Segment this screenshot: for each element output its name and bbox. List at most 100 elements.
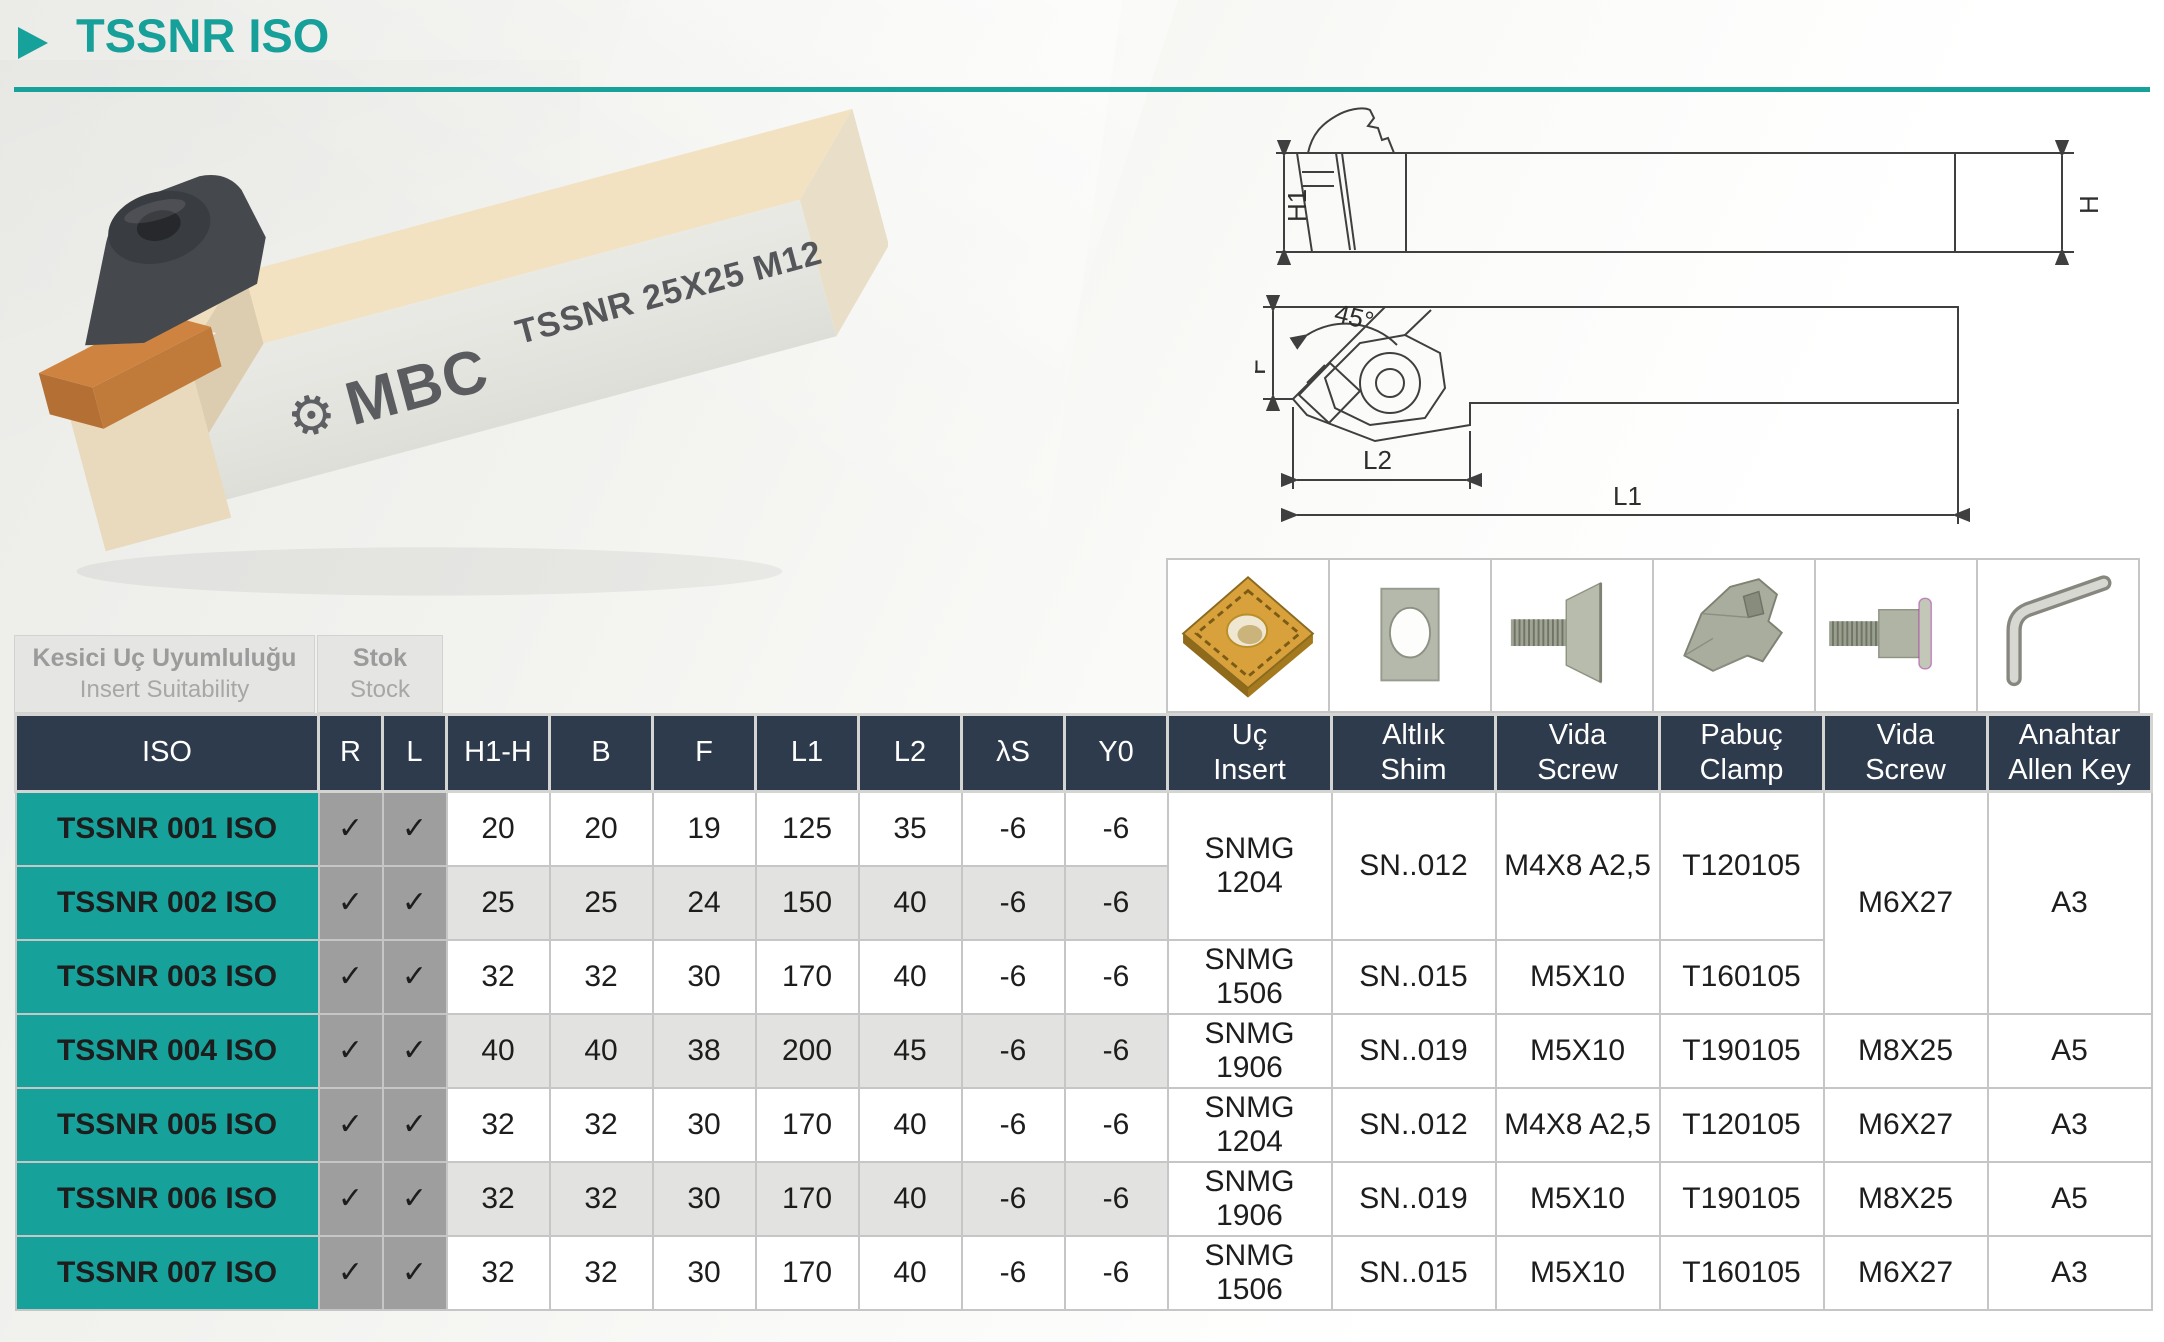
screw-photo xyxy=(1490,558,1654,713)
dim-label-l1: L1 xyxy=(1613,481,1642,511)
table-row: TSSNR 002 ISO ✓ ✓ 25 25 24 150 40 -6 -6 xyxy=(14,864,2152,941)
cell-iso: TSSNR 002 ISO xyxy=(14,864,320,941)
cell-b: 25 xyxy=(548,864,654,941)
cell-h1h: 20 xyxy=(445,790,551,867)
insert-suitability-line2: Insert Suitability xyxy=(79,675,250,703)
cell-screw2: M8X25 xyxy=(1822,1160,1989,1237)
cell-iso: TSSNR 007 ISO xyxy=(14,1234,320,1311)
cell-clamp: T120105 xyxy=(1658,790,1825,941)
check-icon: ✓ xyxy=(381,864,448,941)
cell-clamp: T190105 xyxy=(1658,1160,1825,1237)
table-row: TSSNR 006 ISO ✓ ✓ 32 32 30 170 40 -6 -6 … xyxy=(14,1160,2153,1237)
cell-screw1: M4X8 A2,5 xyxy=(1494,790,1661,941)
cell-l2: 40 xyxy=(857,1234,963,1311)
cell-h1h: 40 xyxy=(445,1012,551,1089)
cell-b: 32 xyxy=(548,1160,654,1237)
check-icon: ✓ xyxy=(381,1012,448,1089)
cell-key: A5 xyxy=(1986,1012,2153,1089)
cell-clamp: T160105 xyxy=(1658,938,1825,1015)
check-icon: ✓ xyxy=(317,1012,384,1089)
cell-l2: 40 xyxy=(857,864,963,941)
cell-b: 32 xyxy=(548,1234,654,1311)
cell-y0: -6 xyxy=(1063,864,1169,941)
col-b: B xyxy=(548,713,654,793)
cell-l1: 170 xyxy=(754,1160,860,1237)
cell-ls: -6 xyxy=(960,1086,1066,1163)
col-l2: L2 xyxy=(857,713,963,793)
allen-key-photo xyxy=(1976,558,2140,713)
stock-line1: Stok xyxy=(352,644,408,673)
col-f: F xyxy=(651,713,757,793)
cell-screw2: M6X27 xyxy=(1822,1086,1989,1163)
cell-l1: 125 xyxy=(754,790,860,867)
dim-label-h1: H1 xyxy=(1282,189,1312,222)
shank-top-face xyxy=(136,108,853,378)
cell-b: 40 xyxy=(548,1012,654,1089)
cell-iso: TSSNR 001 ISO xyxy=(14,790,320,867)
check-icon: ✓ xyxy=(317,1086,384,1163)
cell-screw1: M4X8 A2,5 xyxy=(1494,1086,1661,1163)
cell-ls: -6 xyxy=(960,864,1066,941)
cell-shim: SN..012 xyxy=(1330,1086,1497,1163)
dim-label-angle: 45° xyxy=(1332,298,1377,337)
check-icon: ✓ xyxy=(381,790,448,867)
cell-l1: 170 xyxy=(754,938,860,1015)
cell-screw2: M6X27 xyxy=(1822,790,1989,1015)
header-underline xyxy=(14,87,2150,92)
cell-f: 30 xyxy=(651,1234,757,1311)
cell-clamp: T160105 xyxy=(1658,1234,1825,1311)
col-l1: L1 xyxy=(754,713,860,793)
col-allen-key: Anahtar Allen Key xyxy=(1986,713,2153,793)
cell-f: 38 xyxy=(651,1012,757,1089)
cell-insert: SNMG 1506 xyxy=(1166,938,1333,1015)
cell-clamp: T190105 xyxy=(1658,1012,1825,1089)
col-screw1: Vida Screw xyxy=(1494,713,1661,793)
cell-h1h: 32 xyxy=(445,1234,551,1311)
cell-l1: 150 xyxy=(754,864,860,941)
cell-ls: -6 xyxy=(960,790,1066,867)
col-lambda-s: λS xyxy=(960,713,1066,793)
cell-screw1: M5X10 xyxy=(1494,1012,1661,1089)
cell-f: 30 xyxy=(651,938,757,1015)
parts-gallery xyxy=(1166,558,2140,713)
col-shim: Altlık Shim xyxy=(1330,713,1497,793)
col-h1h: H1-H xyxy=(445,713,551,793)
cell-ls: -6 xyxy=(960,938,1066,1015)
insert-suitability-header: Kesici Uç Uyumluluğu Insert Suitability xyxy=(14,635,315,713)
col-l: L xyxy=(381,713,448,793)
cell-y0: -6 xyxy=(1063,938,1169,1015)
cell-iso: TSSNR 005 ISO xyxy=(14,1086,320,1163)
spec-table: ISO R L H1-H B F L1 L2 λS Y0 Uç Insert A… xyxy=(14,713,2153,1311)
cell-l1: 200 xyxy=(754,1012,860,1089)
cell-l1: 170 xyxy=(754,1086,860,1163)
check-icon: ✓ xyxy=(381,938,448,1015)
insert-suitability-line1: Kesici Uç Uyumluluğu xyxy=(32,644,297,673)
cell-ls: -6 xyxy=(960,1160,1066,1237)
cell-insert: SNMG 1906 xyxy=(1166,1012,1333,1089)
col-iso: ISO xyxy=(14,713,320,793)
col-y0: Y0 xyxy=(1063,713,1169,793)
table-row: TSSNR 007 ISO ✓ ✓ 32 32 30 170 40 -6 -6 … xyxy=(14,1234,2153,1311)
cell-f: 24 xyxy=(651,864,757,941)
table-header-row: ISO R L H1-H B F L1 L2 λS Y0 Uç Insert A… xyxy=(14,713,2153,793)
cell-b: 20 xyxy=(548,790,654,867)
cell-b: 32 xyxy=(548,938,654,1015)
cell-shim: SN..019 xyxy=(1330,1012,1497,1089)
cell-insert: SNMG 1204 xyxy=(1166,1086,1333,1163)
cell-screw1: M5X10 xyxy=(1494,1160,1661,1237)
cell-iso: TSSNR 003 ISO xyxy=(14,938,320,1015)
technical-drawing-side: H1 H xyxy=(1276,107,2104,266)
check-icon: ✓ xyxy=(381,1160,448,1237)
col-r: R xyxy=(317,713,384,793)
cell-y0: -6 xyxy=(1063,790,1169,867)
cell-insert: SNMG 1906 xyxy=(1166,1160,1333,1237)
cell-h1h: 32 xyxy=(445,1160,551,1237)
table-row: TSSNR 004 ISO ✓ ✓ 40 40 38 200 45 -6 -6 … xyxy=(14,1012,2153,1089)
cell-screw1: M5X10 xyxy=(1494,1234,1661,1311)
cell-key: A3 xyxy=(1986,790,2153,1015)
table-row: TSSNR 001 ISO ✓ ✓ 20 20 19 125 35 -6 -6 … xyxy=(14,790,2153,1015)
check-icon: ✓ xyxy=(317,1160,384,1237)
clamp-photo xyxy=(1652,558,1816,713)
cell-screw2: M8X25 xyxy=(1822,1012,1989,1089)
cell-l2: 45 xyxy=(857,1012,963,1089)
